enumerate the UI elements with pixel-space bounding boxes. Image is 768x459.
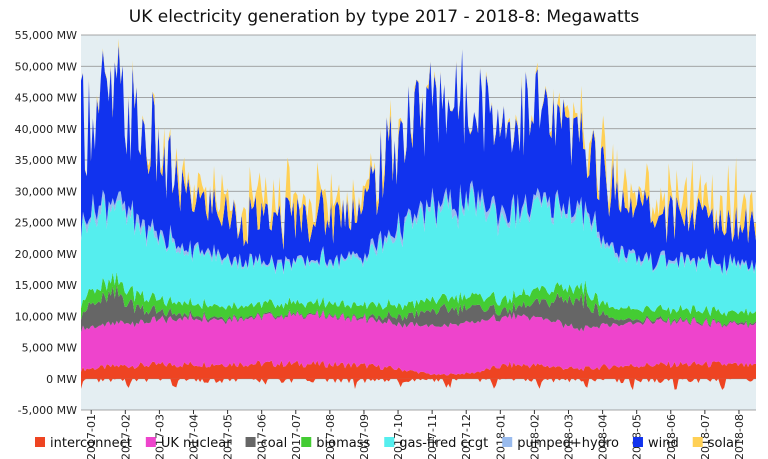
legend-swatch [35, 437, 45, 447]
legend-label: wind [648, 436, 679, 451]
legend-swatch [245, 437, 256, 447]
y-tick-label: 10,000 MW [15, 310, 77, 323]
x-tick-label: 2017-04 [188, 414, 201, 459]
y-tick-label: 45,000 MW [15, 92, 77, 105]
x-tick-label: 2018-02 [528, 414, 541, 459]
legend-item: interconnect [35, 436, 132, 451]
x-tick-label: 2018-01 [494, 414, 507, 459]
legend-swatch [632, 437, 643, 447]
chart-title: UK electricity generation by type 2017 -… [129, 7, 640, 27]
x-tick-label: 2017-03 [153, 414, 166, 459]
legend: interconnect UK nuclear coal biomass gas-fir… [35, 436, 740, 451]
y-tick-label: 50,000 MW [15, 60, 77, 73]
area-interconnect-negative [81, 378, 756, 390]
x-tick-label: 2017-02 [119, 414, 132, 459]
area-biomass [81, 272, 756, 327]
y-tick-label: 25,000 MW [15, 217, 77, 230]
x-tick-label: 2017-10 [392, 414, 405, 459]
y-tick-label: 20,000 MW [15, 248, 77, 261]
y-tick-label: -5,000 MW [18, 404, 77, 417]
x-tick-label: 2017-01 [85, 414, 98, 459]
y-tick-label: 40,000 MW [15, 123, 77, 136]
legend-label: coal [261, 436, 288, 451]
legend-label: gas-fired ccgt [399, 436, 488, 451]
legend-item: coal [245, 436, 288, 451]
x-tick-label: 2017-09 [358, 414, 371, 459]
legend-label: interconnect [50, 436, 132, 451]
legend-swatch [145, 437, 156, 447]
legend-item: biomass [301, 436, 370, 451]
x-tick-label: 2018-05 [631, 414, 644, 459]
y-tick-label: 30,000 MW [15, 185, 77, 198]
area-interconnect [81, 360, 756, 379]
legend-swatch [301, 437, 312, 447]
area-uk-nuclear [81, 310, 756, 376]
y-axis: -5,000 MW 0 MW 5,000 MW 10,000 MW 15,000 MW 2… [15, 29, 77, 417]
y-tick-label: 35,000 MW [15, 154, 77, 167]
legend-item: pumped+hydro [502, 436, 619, 451]
x-axis: 2017-01 2017-02 2017-03 2017-04 2017-05 2017-… [85, 410, 746, 459]
x-tick-label: 2017-07 [290, 414, 303, 459]
stacked-areas [81, 38, 756, 390]
x-tick-label: 2017-12 [460, 414, 473, 459]
x-tick-label: 2018-03 [563, 414, 576, 459]
area-wind [81, 44, 756, 274]
x-tick-label: 2018-08 [733, 414, 746, 459]
legend-swatch [384, 437, 395, 447]
x-tick-label: 2017-08 [324, 414, 337, 459]
y-tick-label: 15,000 MW [15, 279, 77, 292]
legend-item: wind [632, 436, 679, 451]
y-tick-label: 55,000 MW [15, 29, 77, 42]
legend-label: solar [708, 436, 740, 451]
legend-label: pumped+hydro [517, 436, 619, 451]
x-tick-label: 2018-07 [699, 414, 712, 459]
y-tick-label: 5,000 MW [22, 342, 77, 355]
legend-swatch [502, 437, 513, 447]
legend-item: gas-fired ccgt [384, 436, 488, 451]
legend-label: UK nuclear [161, 436, 232, 451]
legend-label: biomass [316, 436, 370, 451]
x-tick-label: 2017-05 [222, 414, 235, 459]
legend-swatch [692, 437, 703, 447]
area-gas-fired-ccgt [81, 185, 756, 317]
x-tick-label: 2017-11 [426, 414, 439, 459]
legend-item: UK nuclear [145, 436, 232, 451]
y-tick-label: 0 MW [46, 373, 77, 386]
x-tick-label: 2018-04 [597, 414, 610, 459]
x-tick-label: 2017-06 [256, 414, 269, 459]
x-tick-label: 2018-06 [665, 414, 678, 459]
area-coal [81, 284, 756, 333]
legend-item: solar [692, 436, 740, 451]
